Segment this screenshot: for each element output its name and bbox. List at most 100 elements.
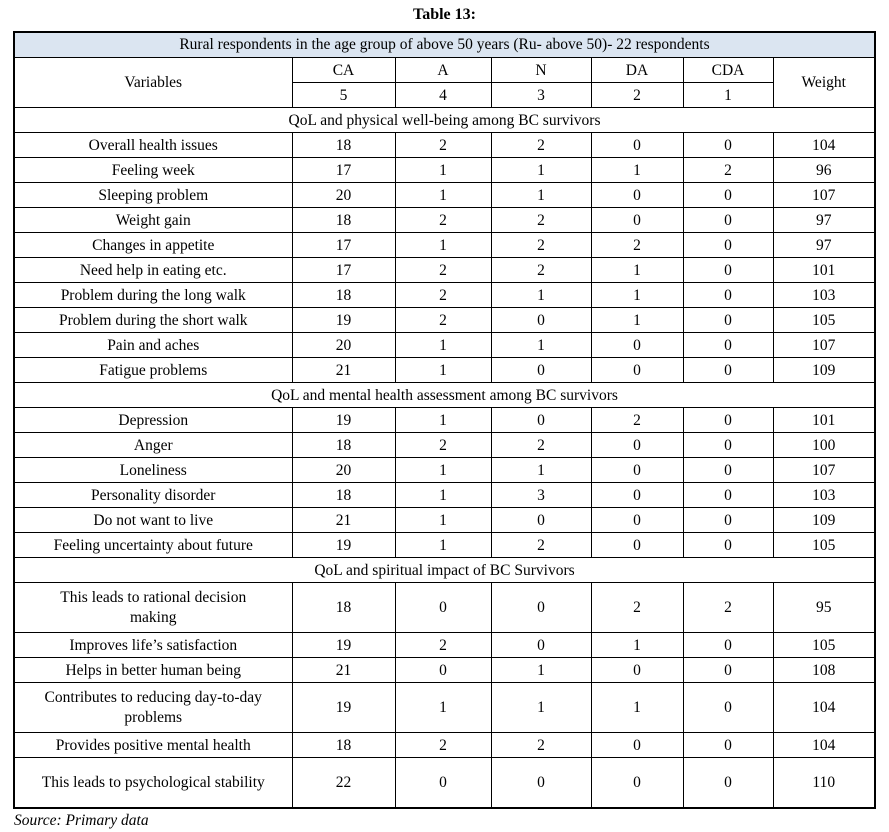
response-count: 1 (394, 682, 492, 734)
section-heading: QoL and mental health assessment among B… (13, 382, 876, 409)
table-row: Pain and aches 20 1 1 0 0 107 (13, 332, 876, 359)
table-row: Helps in better human being 21 0 1 0 0 108 (13, 657, 876, 684)
survey-results-table: Rural respondents in the age group of ab… (13, 30, 876, 809)
response-count: 1 (394, 532, 492, 559)
response-count: 2 (490, 532, 592, 559)
response-count: 0 (682, 632, 774, 659)
variable-name: Do not want to live (13, 507, 293, 534)
response-count: 0 (682, 407, 774, 434)
weight-value: 101 (772, 407, 876, 434)
table-row: Fatigue problems 21 1 0 0 0 109 (13, 357, 876, 384)
response-count: 0 (682, 332, 774, 359)
response-count: 0 (682, 507, 774, 534)
score-header-row: 5 4 3 2 1 (14, 82, 875, 109)
response-count: 17 (291, 232, 396, 259)
variable-name: Problem during the short walk (13, 307, 293, 334)
response-count: 0 (394, 757, 492, 809)
variable-name: Depression (13, 407, 293, 434)
response-count: 0 (682, 657, 774, 684)
response-count: 1 (394, 457, 492, 484)
response-count: 18 (291, 282, 396, 309)
variable-name: Weight gain (13, 207, 293, 234)
table-row: Sleeping problem 20 1 1 0 0 107 (13, 182, 876, 209)
score-ca: 5 (291, 82, 396, 109)
weight-value: 100 (772, 432, 876, 459)
source-note: Source: Primary data (14, 811, 149, 829)
weight-value: 103 (772, 482, 876, 509)
weight-value: 107 (772, 332, 876, 359)
table-row: Feeling week 17 1 1 1 2 96 (13, 157, 876, 184)
response-count: 0 (394, 582, 492, 634)
section-heading-row: QoL and spiritual impact of BC Survivors (13, 557, 876, 584)
response-count: 0 (590, 332, 684, 359)
response-count: 1 (490, 457, 592, 484)
table-row: Do not want to live 21 1 0 0 0 109 (13, 507, 876, 534)
response-count: 1 (590, 157, 684, 184)
response-count: 1 (590, 307, 684, 334)
score-a: 4 (394, 82, 492, 109)
col-header-ca: CA (291, 57, 396, 84)
response-count: 18 (291, 582, 396, 634)
weight-value: 107 (772, 182, 876, 209)
col-header-a: A (394, 57, 492, 84)
response-count: 19 (291, 307, 396, 334)
variable-name: Sleeping problem (13, 182, 293, 209)
response-count: 1 (394, 357, 492, 384)
response-count: 0 (682, 757, 774, 809)
weight-value: 110 (772, 757, 876, 809)
weight-value: 97 (772, 232, 876, 259)
response-count: 0 (590, 482, 684, 509)
variable-name: Feeling uncertainty about future (13, 532, 293, 559)
variable-name: Personality disorder (13, 482, 293, 509)
response-count: 0 (590, 432, 684, 459)
response-count: 20 (291, 182, 396, 209)
response-count: 0 (590, 507, 684, 534)
table-row: Loneliness 20 1 1 0 0 107 (13, 457, 876, 484)
response-count: 2 (394, 257, 492, 284)
response-count: 0 (682, 257, 774, 284)
response-count: 0 (682, 282, 774, 309)
variable-name: Helps in better human being (13, 657, 293, 684)
score-da: 2 (590, 82, 684, 109)
response-count: 0 (590, 657, 684, 684)
weight-value: 103 (772, 282, 876, 309)
weight-value: 105 (772, 307, 876, 334)
response-count: 1 (394, 182, 492, 209)
caption-row: Rural respondents in the age group of ab… (13, 31, 876, 59)
response-count: 0 (490, 357, 592, 384)
response-count: 19 (291, 407, 396, 434)
response-count: 0 (682, 132, 774, 159)
response-count: 22 (291, 757, 396, 809)
response-count: 3 (490, 482, 592, 509)
response-count: 0 (682, 182, 774, 209)
response-count: 0 (682, 432, 774, 459)
response-count: 1 (490, 182, 592, 209)
table-title: Table 13: (413, 6, 476, 23)
variable-name: Changes in appetite (13, 232, 293, 259)
weight-value: 104 (772, 732, 876, 759)
response-count: 19 (291, 682, 396, 734)
table-row: Provides positive mental health 18 2 2 0 0 104 (13, 732, 876, 759)
response-count: 0 (590, 207, 684, 234)
response-count: 0 (590, 532, 684, 559)
variable-name: Contributes to reducing day-to-day probl… (13, 682, 293, 734)
response-count: 0 (490, 757, 592, 809)
response-count: 2 (490, 232, 592, 259)
response-count: 2 (394, 207, 492, 234)
table-row: Depression 19 1 0 2 0 101 (13, 407, 876, 434)
response-count: 1 (590, 282, 684, 309)
response-count: 0 (490, 507, 592, 534)
response-count: 0 (590, 732, 684, 759)
table-row: Improves life’s satisfaction 19 2 0 1 0 105 (13, 632, 876, 659)
response-count: 18 (291, 482, 396, 509)
col-header-weight: Weight (772, 57, 876, 109)
weight-value: 97 (772, 207, 876, 234)
response-count: 1 (394, 507, 492, 534)
weight-value: 109 (772, 507, 876, 534)
variable-name: Overall health issues (13, 132, 293, 159)
response-count: 0 (590, 182, 684, 209)
table-row: Anger 18 2 2 0 0 100 (13, 432, 876, 459)
weight-value: 107 (772, 457, 876, 484)
response-count: 2 (590, 582, 684, 634)
response-count: 1 (490, 157, 592, 184)
